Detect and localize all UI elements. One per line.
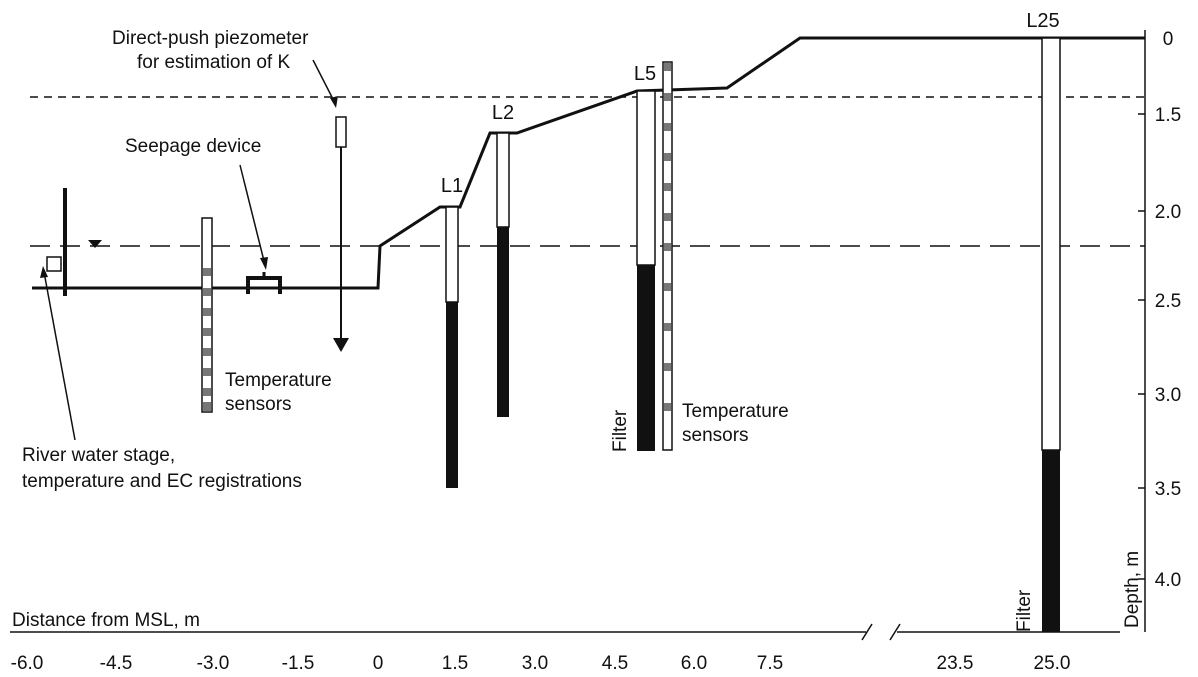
river-label-line1: River water stage, [22,445,175,466]
x-tick-label: 1.5 [442,653,468,674]
seepage-pointer [239,164,266,266]
x-tick-label: 25.0 [1034,653,1071,674]
temperature-sensor [664,363,671,371]
temperature-sensor [664,63,671,71]
river-pointer-head [40,266,48,278]
seepage-label: Seepage device [125,136,261,157]
well-filter [637,265,655,451]
y-axis-tick-labels: 0 1.5 2.0 2.5 3.0 3.5 4.0 [1155,29,1181,591]
axis-break-mark [889,623,901,641]
direct-push-piezometer [333,116,349,352]
filter-label-L25: Filter [1014,589,1035,632]
axis-break-mark [861,623,873,641]
x-tick-label: 6.0 [681,653,707,674]
y-axis-ticks [1138,37,1145,580]
well-label-L2: L2 [492,102,514,124]
well-filter [1042,450,1060,632]
temperature-sensor-column-right [662,61,673,451]
temperature-sensor [203,308,211,316]
well-label-L1: L1 [441,175,463,197]
y-tick-label: 2.0 [1155,202,1181,223]
well-filter [497,227,509,417]
temperature-sensor [664,213,671,221]
y-tick-label: 3.5 [1155,479,1181,500]
y-tick-label: 3.0 [1155,385,1181,406]
y-tick-label: 1.5 [1155,105,1181,126]
well-L2 [496,132,510,417]
x-tick-label: -1.5 [282,653,315,674]
river-logger-box [46,256,62,272]
x-tick-label: -4.5 [100,653,133,674]
water-table-marker [88,240,102,248]
y-tick-label: 2.5 [1155,291,1181,312]
x-tick-label: 23.5 [937,653,974,674]
temperature-sensor [664,323,671,331]
temperature-sensor [664,93,671,101]
temp-sensors-left-line1: Temperature [225,370,332,391]
x-tick-label: 3.0 [522,653,548,674]
x-tick-label: 0 [373,653,384,674]
y-tick-label: 0 [1163,29,1174,50]
temperature-sensor [664,243,671,251]
temperature-sensor [203,388,211,396]
seepage-pointer-head [260,257,268,270]
x-axis-tick-labels: -6.0 -4.5 -3.0 -1.5 0 1.5 3.0 4.5 6.0 7.… [11,653,1071,674]
well-L25 [1041,37,1061,632]
filter-label-L5: Filter [610,409,631,452]
temperature-sensor [203,402,211,411]
well-L1 [445,206,459,488]
temperature-sensor [203,348,211,356]
well-filter [446,302,458,488]
x-tick-label: 4.5 [602,653,628,674]
piezometer-label-line1: Direct-push piezometer [112,28,309,49]
river-label-line2: temperature and EC registrations [22,471,302,492]
temperature-sensor [203,288,211,296]
x-tick-label: -6.0 [11,653,44,674]
y-axis-title: Depth, m [1122,551,1143,628]
temperature-sensor [664,283,671,291]
temp-sensors-right-line2: sensors [682,425,749,446]
seepage-device [246,272,282,294]
piezometer-pointer-head [330,96,338,108]
temperature-sensor [203,368,211,376]
y-tick-label: 4.0 [1155,570,1181,591]
well-label-L25: L25 [1026,10,1059,32]
temperature-sensor [664,123,671,131]
temperature-sensor [203,328,211,336]
x-tick-label: -3.0 [197,653,230,674]
river-pointer [43,271,76,441]
temperature-sensor [664,183,671,191]
temp-sensors-left-line2: sensors [225,394,292,415]
temperature-sensor [664,153,671,161]
x-tick-label: 7.5 [757,653,783,674]
x-axis-title: Distance from MSL, m [12,610,200,631]
temperature-sensor-column-left [201,217,213,413]
well-L5 [636,90,656,451]
ground-surface-profile [32,36,1145,290]
piezometer-label-line2: for estimation of K [137,52,290,73]
temp-sensors-right-line1: Temperature [682,401,789,422]
temperature-sensor [203,268,211,276]
temperature-sensor [664,403,671,411]
river-gauge-pole [63,188,67,296]
well-label-L5: L5 [634,63,656,85]
